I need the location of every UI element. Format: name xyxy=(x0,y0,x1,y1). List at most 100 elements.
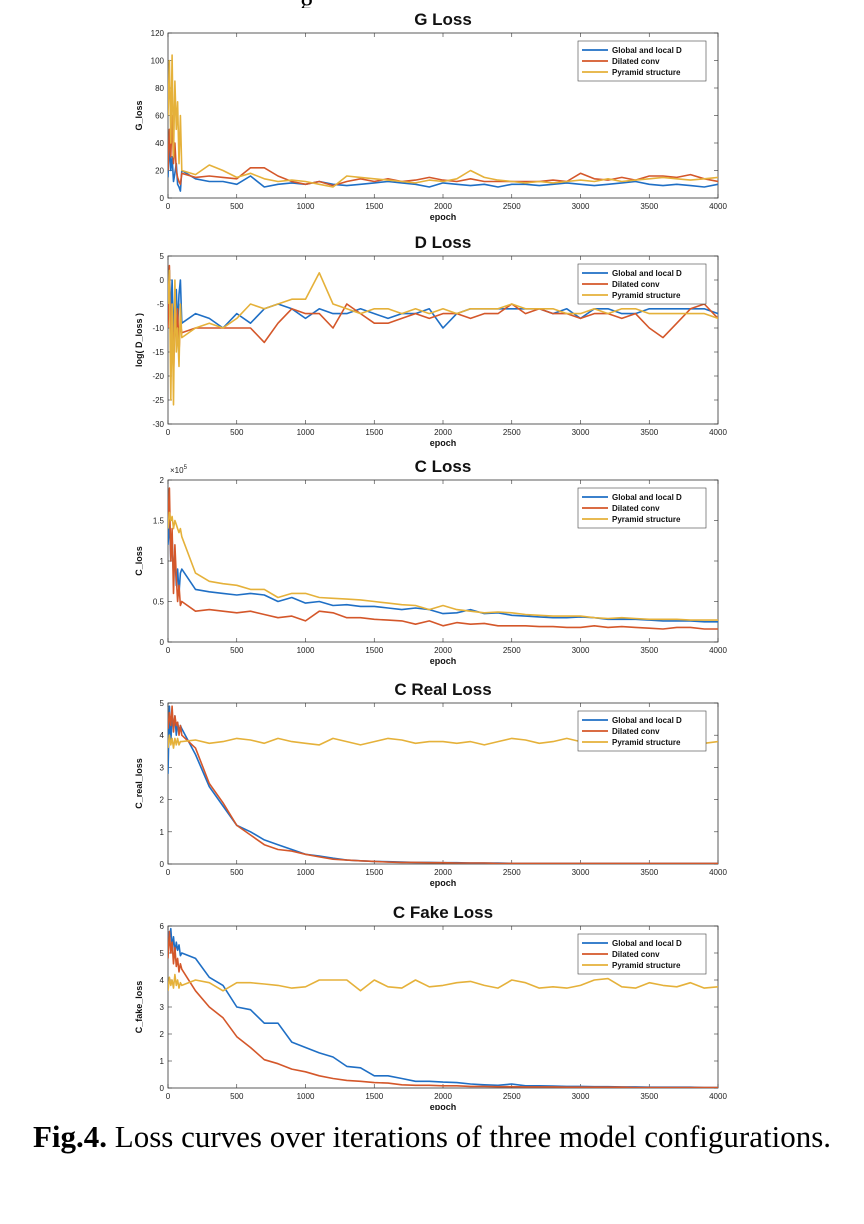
legend-box xyxy=(577,933,707,975)
x-tick-label: 4000 xyxy=(709,1092,727,1101)
x-tick-label: 500 xyxy=(230,646,244,655)
cropped-header-fragment: g xyxy=(300,0,420,8)
legend: Global and local D Dilated conv Pyramid st… xyxy=(577,487,707,529)
chart-title: C Real Loss xyxy=(394,680,491,699)
series-line-1 xyxy=(168,142,718,192)
y-tick-label: 0 xyxy=(160,194,165,203)
x-tick-label: 500 xyxy=(230,428,244,437)
y-tick-label: -30 xyxy=(152,420,164,429)
y-tick-label: 2 xyxy=(160,476,165,485)
chart-panel-4: C Real Loss 0 500 1000 1500 2000 2500 3000 3500 4… xyxy=(134,680,727,888)
y-tick-label: 1.5 xyxy=(153,517,165,526)
x-axis-label: epoch xyxy=(430,438,457,448)
series-line-2 xyxy=(168,930,718,1088)
legend-entry: Global and local D xyxy=(612,493,682,502)
y-tick-label: 80 xyxy=(155,84,164,93)
y-tick-label: 5 xyxy=(160,699,165,708)
y-tick-label: 3 xyxy=(160,1003,165,1012)
x-tick-label: 1500 xyxy=(365,868,383,877)
y-tick-label: -10 xyxy=(152,324,164,333)
chart-panel-1: G Loss 0 500 1000 1500 2000 2500 3000 3500 4000 0 2… xyxy=(134,10,727,222)
y-tick-label: 3 xyxy=(160,763,165,772)
y-tick-label: 1 xyxy=(160,1057,165,1066)
x-tick-label: 1000 xyxy=(297,646,315,655)
x-axis-label: epoch xyxy=(430,656,457,666)
y-tick-label: 2 xyxy=(160,1030,165,1039)
x-tick-label: 3500 xyxy=(640,1092,658,1101)
x-tick-label: 500 xyxy=(230,1092,244,1101)
x-tick-label: 2500 xyxy=(503,428,521,437)
x-tick-label: 2000 xyxy=(434,1092,452,1101)
x-tick-label: 2000 xyxy=(434,428,452,437)
legend-entry: Global and local D xyxy=(612,269,682,278)
y-tick-label: 4 xyxy=(160,976,165,985)
legend-entry: Pyramid structure xyxy=(612,291,681,300)
x-tick-label: 3500 xyxy=(640,646,658,655)
y-exponent-label: ×105 xyxy=(170,465,188,475)
legend: Global and local D Dilated conv Pyramid st… xyxy=(577,933,707,975)
y-tick-label: 0 xyxy=(160,276,165,285)
y-tick-label: 5 xyxy=(160,949,165,958)
x-axis-label: epoch xyxy=(430,1102,457,1110)
x-tick-label: 3000 xyxy=(572,428,590,437)
x-tick-label: 3000 xyxy=(572,1092,590,1101)
x-tick-label: 3000 xyxy=(572,646,590,655)
y-tick-label: 2 xyxy=(160,796,165,805)
x-tick-label: 3000 xyxy=(572,868,590,877)
chart-panel-2: D Loss 0 500 1000 1500 2000 2500 3000 3500 4000 -3… xyxy=(134,233,727,448)
x-tick-label: 0 xyxy=(166,646,171,655)
x-tick-label: 4000 xyxy=(709,428,727,437)
series-line-3 xyxy=(168,973,718,992)
chart-panel-5: C Fake Loss 0 500 1000 1500 2000 2500 3000 3500 4… xyxy=(134,903,727,1110)
chart-title: G Loss xyxy=(414,10,472,29)
x-tick-label: 1500 xyxy=(365,202,383,211)
x-tick-label: 1000 xyxy=(297,1092,315,1101)
legend-entry: Dilated conv xyxy=(612,727,660,736)
series-line-3 xyxy=(168,511,718,621)
x-tick-label: 0 xyxy=(166,868,171,877)
y-axis-label: log( D_loss ) xyxy=(134,313,144,367)
legend-entry: Dilated conv xyxy=(612,504,660,513)
legend-entry: Dilated conv xyxy=(612,57,660,66)
y-tick-label: 0 xyxy=(160,638,165,647)
x-tick-label: 2000 xyxy=(434,202,452,211)
chart-title: C Fake Loss xyxy=(393,903,493,922)
x-tick-label: 500 xyxy=(230,868,244,877)
y-tick-label: 100 xyxy=(151,57,165,66)
series-line-2 xyxy=(168,487,718,630)
x-tick-label: 4000 xyxy=(709,646,727,655)
legend-entry: Pyramid structure xyxy=(612,68,681,77)
y-tick-label: 40 xyxy=(155,139,164,148)
legend: Global and local D Dilated conv Pyramid st… xyxy=(577,710,707,752)
x-tick-label: 2000 xyxy=(434,646,452,655)
y-tick-label: 1 xyxy=(160,828,165,837)
chart-title: C Loss xyxy=(415,457,472,476)
x-tick-label: 0 xyxy=(166,1092,171,1101)
legend-entry: Pyramid structure xyxy=(612,738,681,747)
x-tick-label: 0 xyxy=(166,428,171,437)
legend-entry: Pyramid structure xyxy=(612,961,681,970)
y-tick-label: 1 xyxy=(160,557,165,566)
x-tick-label: 2000 xyxy=(434,868,452,877)
x-tick-label: 3500 xyxy=(640,868,658,877)
y-tick-label: 4 xyxy=(160,731,165,740)
x-tick-label: 2500 xyxy=(503,868,521,877)
legend-entry: Dilated conv xyxy=(612,950,660,959)
series-line-3 xyxy=(168,54,718,188)
y-tick-label: 60 xyxy=(155,112,164,121)
x-tick-label: 1000 xyxy=(297,868,315,877)
x-tick-label: 1500 xyxy=(365,428,383,437)
y-axis-label: C_real_loss xyxy=(134,758,144,809)
y-tick-label: -5 xyxy=(157,300,165,309)
y-tick-label: -15 xyxy=(152,348,164,357)
x-tick-label: 2500 xyxy=(503,646,521,655)
x-tick-label: 4000 xyxy=(709,202,727,211)
x-tick-label: 0 xyxy=(166,202,171,211)
y-tick-label: 20 xyxy=(155,167,164,176)
y-tick-label: 5 xyxy=(160,252,165,261)
legend-entry: Global and local D xyxy=(612,939,682,948)
chart-title: D Loss xyxy=(415,233,472,252)
x-tick-label: 4000 xyxy=(709,868,727,877)
figure-label: Fig.4. xyxy=(32,1119,108,1154)
